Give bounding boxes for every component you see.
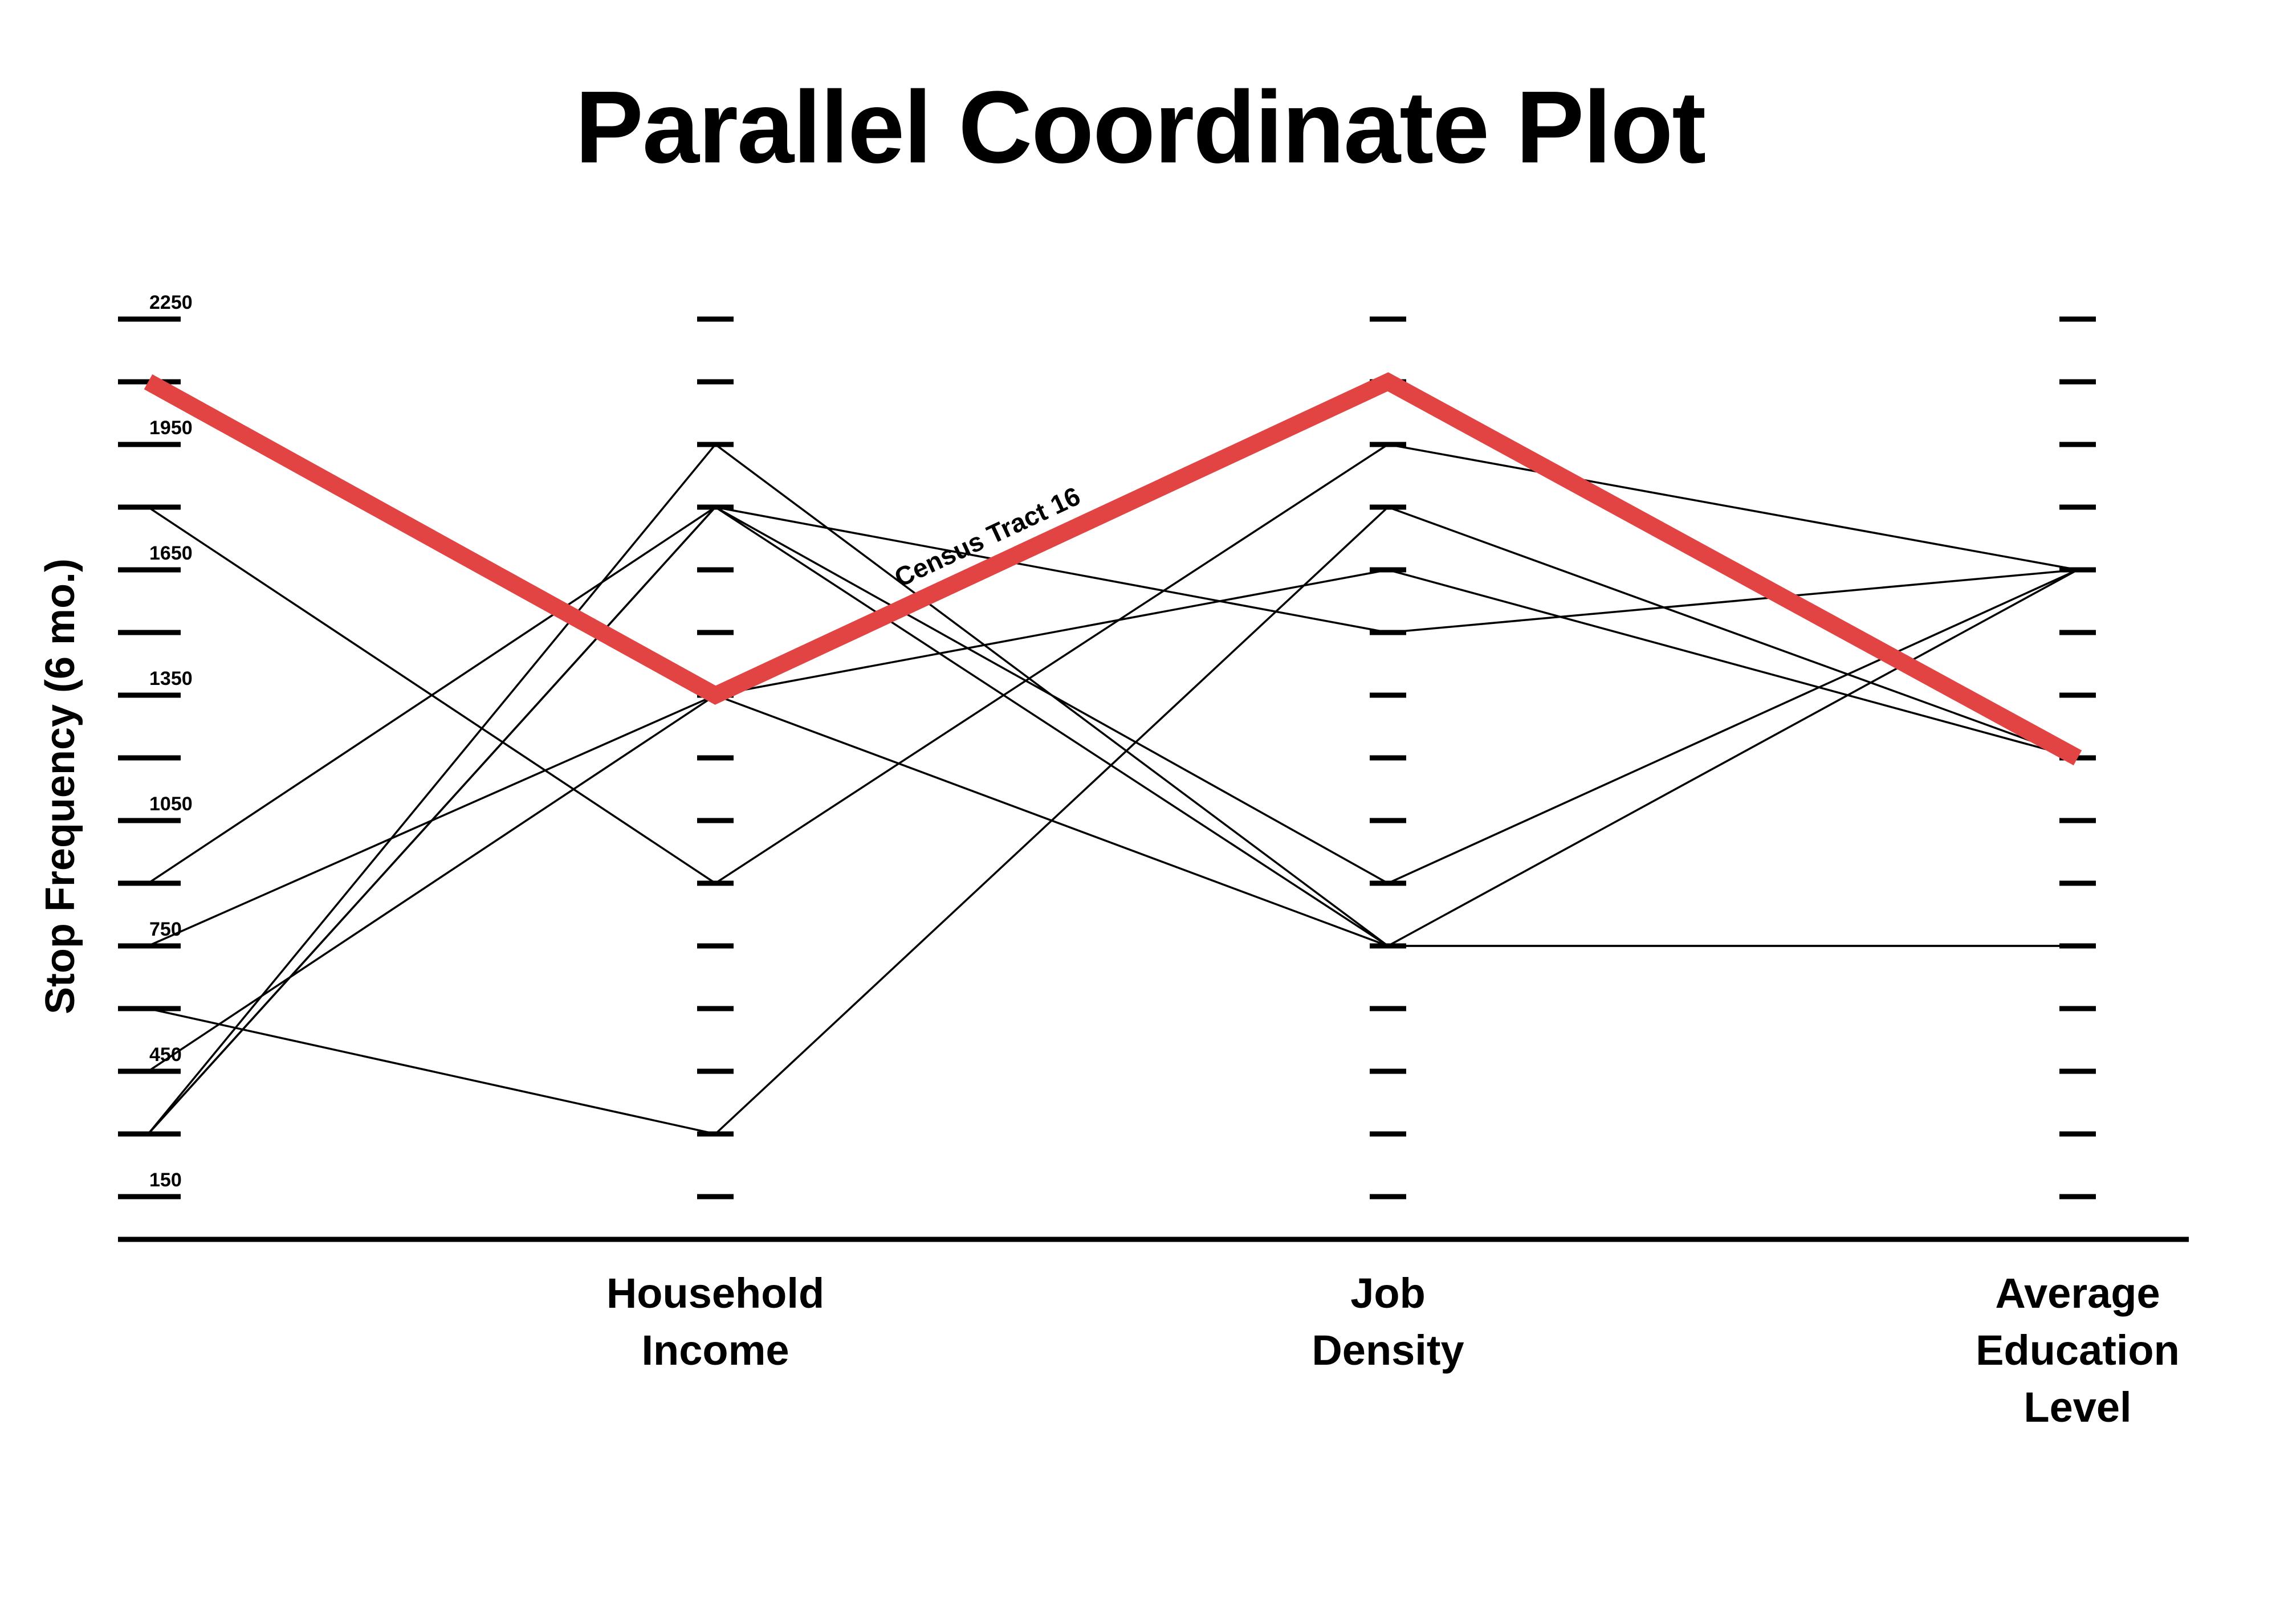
- y-tick-label: 150: [149, 1169, 182, 1191]
- axis-label-line: Level: [2023, 1384, 2131, 1431]
- series-line: [148, 506, 2078, 884]
- y-tick-label: 1950: [149, 417, 193, 439]
- series-line: [148, 694, 2078, 1072]
- y-tick-label: 1350: [149, 668, 193, 689]
- series-lines: [147, 443, 2078, 1135]
- y-tick-label: 1050: [149, 793, 193, 815]
- series-line: [147, 505, 2078, 1135]
- y-tick-label: 1650: [149, 542, 193, 564]
- y-tick-label: 750: [149, 919, 182, 940]
- axis-label-household_income: Household Income: [606, 1270, 824, 1374]
- axis-label-line: Density: [1312, 1327, 1464, 1374]
- axis-ticks: [118, 316, 2096, 1199]
- series-line: [148, 569, 2078, 947]
- highlight-line: [144, 372, 2082, 766]
- axis-label-line: Education: [1976, 1327, 2180, 1374]
- y-tick-label: 2250: [149, 292, 193, 313]
- axis-label-line: Job: [1350, 1270, 1426, 1317]
- axis-label-job_density: Job Density: [1312, 1270, 1464, 1374]
- axis-label-line: Average: [1995, 1270, 2160, 1317]
- y-tick-labels: 150 450 750 1050 1350 1650 1950 2250: [149, 292, 193, 1191]
- y-tick-label: 450: [149, 1044, 182, 1066]
- axis-label-line: Income: [641, 1327, 789, 1374]
- chart-title: Parallel Coordinate Plot: [575, 70, 1706, 185]
- y-axis-label: Stop Frequency (6 mo.): [38, 558, 83, 1014]
- axis-label-avg_education: Average Education Level: [1976, 1270, 2180, 1431]
- axis-label-line: Household: [606, 1270, 824, 1317]
